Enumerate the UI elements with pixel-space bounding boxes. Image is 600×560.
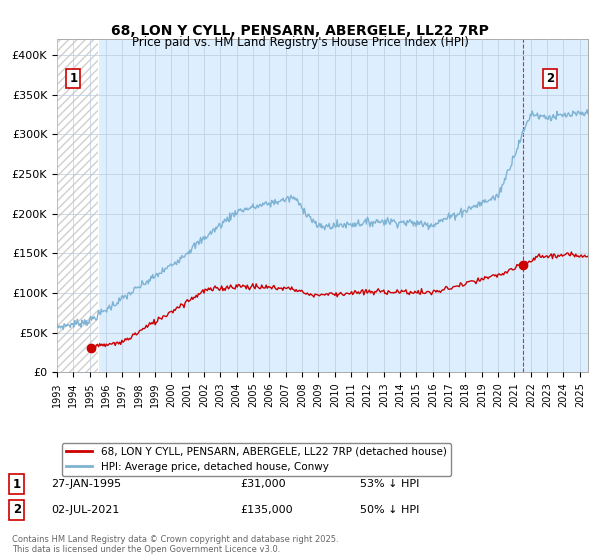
Text: 02-JUL-2021: 02-JUL-2021 — [51, 505, 119, 515]
Text: £135,000: £135,000 — [240, 505, 293, 515]
Legend: 68, LON Y CYLL, PENSARN, ABERGELE, LL22 7RP (detached house), HPI: Average price: 68, LON Y CYLL, PENSARN, ABERGELE, LL22 … — [62, 442, 451, 476]
Text: 2: 2 — [13, 503, 21, 516]
Bar — [57, 39, 98, 372]
Text: 2: 2 — [547, 72, 554, 85]
Text: 1: 1 — [69, 72, 77, 85]
Text: 1: 1 — [13, 478, 21, 491]
Bar — [57, 39, 98, 372]
Text: 53% ↓ HPI: 53% ↓ HPI — [360, 479, 419, 489]
Text: Contains HM Land Registry data © Crown copyright and database right 2025.
This d: Contains HM Land Registry data © Crown c… — [12, 535, 338, 554]
Text: 27-JAN-1995: 27-JAN-1995 — [51, 479, 121, 489]
Text: £31,000: £31,000 — [240, 479, 286, 489]
Text: 50% ↓ HPI: 50% ↓ HPI — [360, 505, 419, 515]
Text: 68, LON Y CYLL, PENSARN, ABERGELE, LL22 7RP: 68, LON Y CYLL, PENSARN, ABERGELE, LL22 … — [111, 24, 489, 38]
Text: Price paid vs. HM Land Registry's House Price Index (HPI): Price paid vs. HM Land Registry's House … — [131, 36, 469, 49]
